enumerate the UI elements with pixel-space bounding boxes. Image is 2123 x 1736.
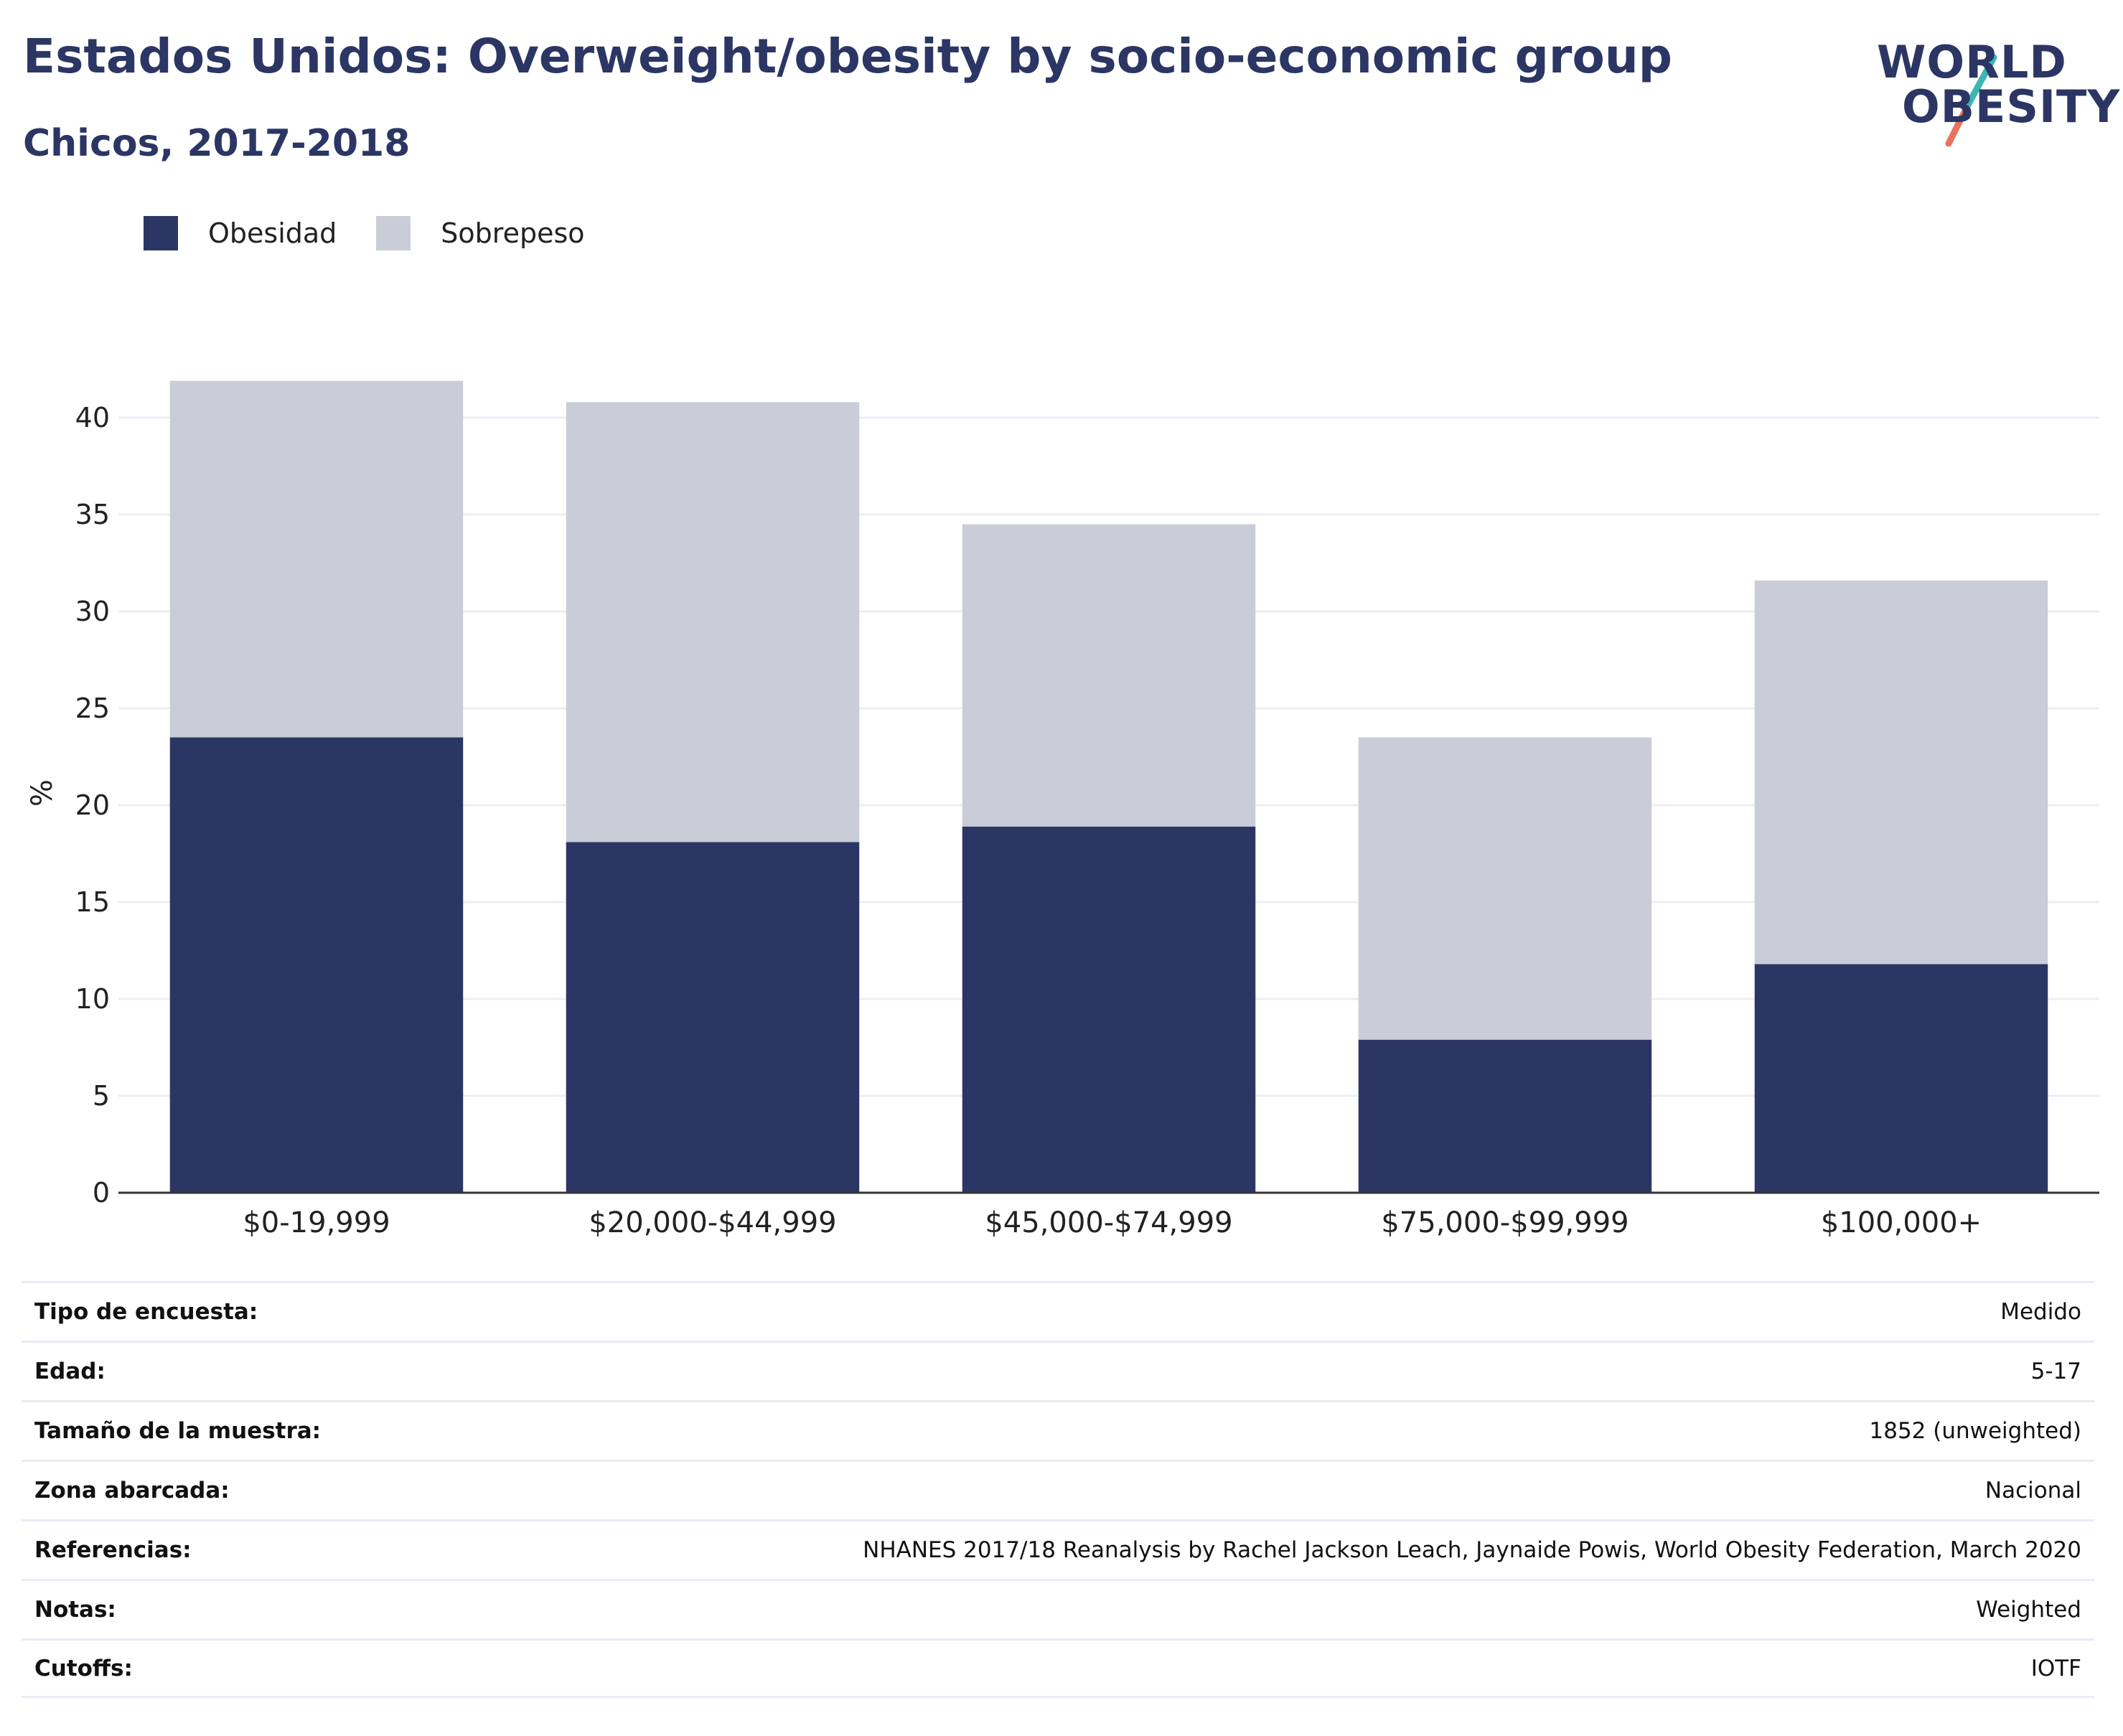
info-key: Zona abarcada: <box>34 1478 230 1503</box>
bar-obesidad <box>169 737 464 1193</box>
x-tick-label: $45,000-$74,999 <box>985 1206 1232 1239</box>
bar-sobrepeso <box>169 380 464 738</box>
world-obesity-logo: WORLD OBESITY <box>1866 22 2119 151</box>
legend-item-obesidad[interactable]: Obesidad <box>144 216 337 250</box>
y-tick-label: 10 <box>75 983 110 1015</box>
info-value: Medido <box>2000 1299 2081 1325</box>
x-tick-label: $0-19,999 <box>243 1206 390 1239</box>
info-value: IOTF <box>2030 1655 2081 1681</box>
info-value: 1852 (unweighted) <box>1869 1418 2082 1444</box>
x-tick-label: $75,000-$99,999 <box>1381 1206 1628 1239</box>
x-tick-label: $100,000+ <box>1821 1206 1982 1239</box>
y-tick-label: 40 <box>75 402 110 433</box>
bar-obesidad <box>566 842 860 1193</box>
chart-title: Estados Unidos: Overweight/obesity by so… <box>23 29 1673 84</box>
x-tick-label: $20,000-$44,999 <box>589 1206 836 1239</box>
y-tick-label: 25 <box>75 693 110 724</box>
survey-info-table: Tipo de encuesta: Medido Edad: 5-17 Tama… <box>22 1281 2094 1698</box>
bar-obesidad <box>1358 1039 1652 1193</box>
logo-line-2: OBESITY <box>1902 80 2121 133</box>
bar-sobrepeso <box>962 524 1256 827</box>
info-key: Edad: <box>34 1359 106 1384</box>
legend-item-sobrepeso[interactable]: Sobrepeso <box>376 216 585 250</box>
chart-legend: Obesidad Sobrepeso <box>144 215 624 251</box>
y-tick-label: 0 <box>93 1177 110 1209</box>
legend-swatch-sobrepeso <box>376 216 411 250</box>
y-tick-label: 30 <box>75 596 110 627</box>
info-row-references: Referencias: NHANES 2017/18 Reanalysis b… <box>22 1519 2094 1579</box>
bar-obesidad <box>962 826 1256 1193</box>
info-key: Tamaño de la muestra: <box>34 1418 322 1444</box>
info-row-survey-type: Tipo de encuesta: Medido <box>22 1281 2094 1341</box>
y-tick-label: 20 <box>75 789 110 821</box>
info-key: Referencias: <box>34 1537 192 1563</box>
info-row-cutoffs: Cutoffs: IOTF <box>22 1638 2094 1698</box>
y-axis-label: % <box>26 779 59 807</box>
bar-sobrepeso <box>1358 737 1652 1040</box>
stacked-bar-chart: 0 5 10 15 20 25 30 35 40% $0-19,999 $20,000-$44,99… <box>26 380 2099 1239</box>
chart-subtitle: Chicos, 2017-2018 <box>23 122 411 165</box>
info-row-age: Edad: 5-17 <box>22 1341 2094 1400</box>
info-value: 5-17 <box>2030 1359 2081 1384</box>
info-value: Nacional <box>1984 1478 2081 1503</box>
y-tick-label: 35 <box>75 499 110 530</box>
bar-sobrepeso <box>1754 580 2048 965</box>
logo-slash-icon <box>1945 54 1997 147</box>
bar-obesidad <box>1754 964 2048 1193</box>
info-row-area: Zona abarcada: Nacional <box>22 1460 2094 1519</box>
info-value: NHANES 2017/18 Reanalysis by Rachel Jack… <box>863 1537 2081 1563</box>
info-key: Cutoffs: <box>34 1655 133 1681</box>
bar-sobrepeso <box>566 402 860 843</box>
legend-swatch-obesidad <box>144 216 178 250</box>
legend-label-sobrepeso: Sobrepeso <box>441 217 585 249</box>
info-row-sample-size: Tamaño de la muestra: 1852 (unweighted) <box>22 1400 2094 1460</box>
info-key: Notas: <box>34 1597 116 1623</box>
logo-line-1: WORLD <box>1877 36 2067 88</box>
y-tick-label: 5 <box>93 1080 110 1112</box>
legend-label-obesidad: Obesidad <box>208 217 337 249</box>
info-row-notes: Notas: Weighted <box>22 1579 2094 1638</box>
y-tick-label: 15 <box>75 886 110 918</box>
info-value: Weighted <box>1976 1597 2081 1623</box>
info-key: Tipo de encuesta: <box>34 1299 258 1325</box>
